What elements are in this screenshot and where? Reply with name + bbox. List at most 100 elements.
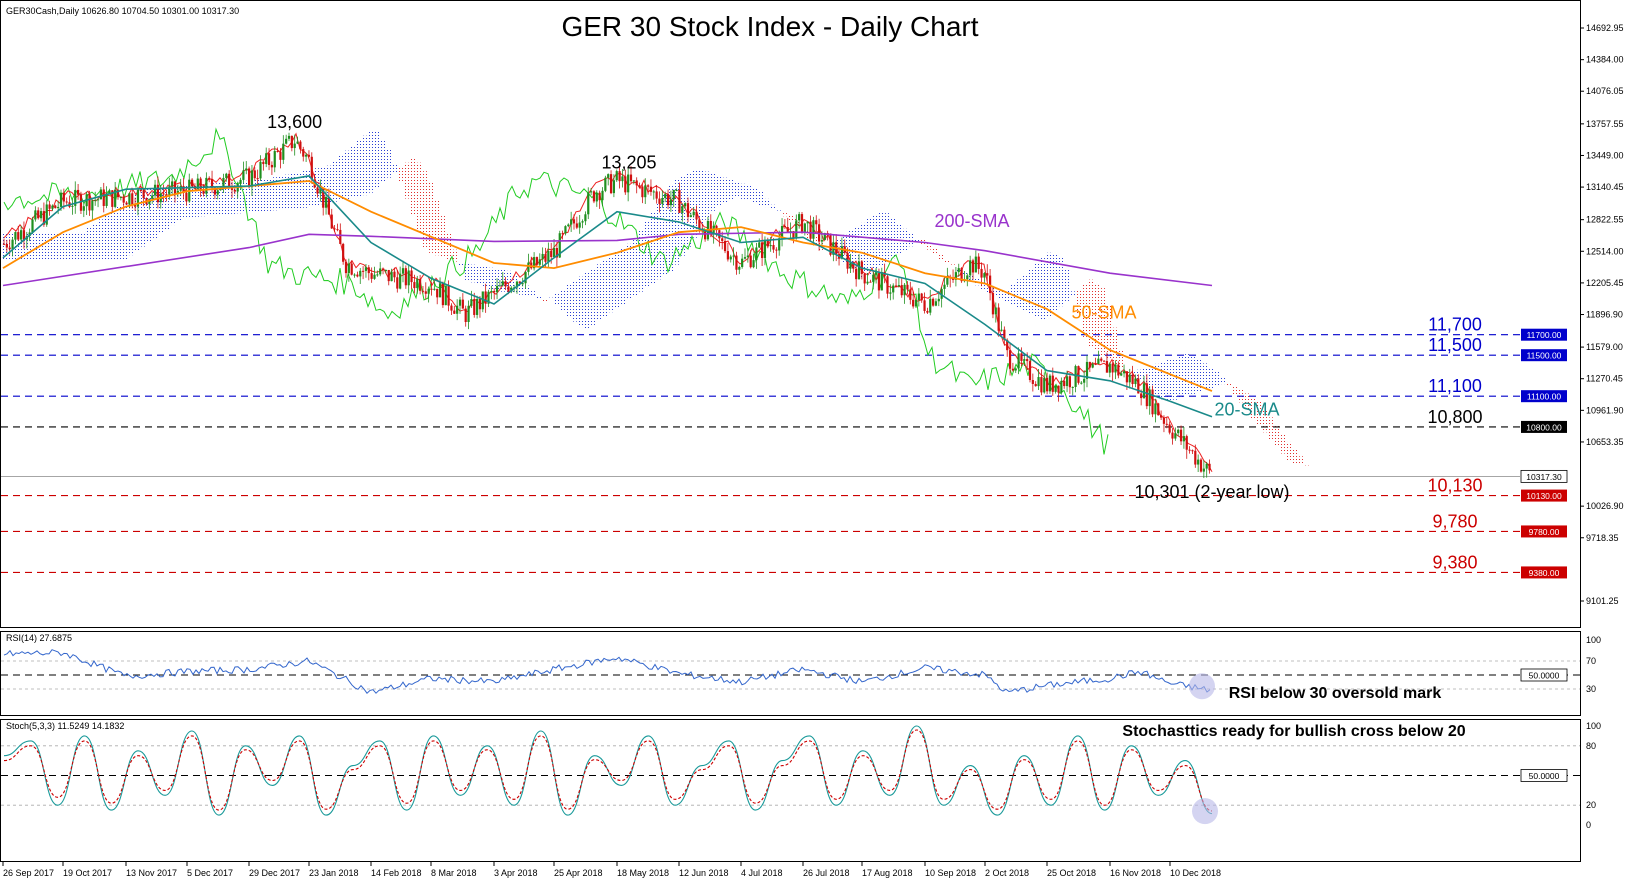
candle-body <box>233 189 236 192</box>
candle-body <box>695 211 698 220</box>
candle-body <box>698 219 701 230</box>
candle-body <box>723 240 727 252</box>
candle-body <box>322 188 325 208</box>
cloud-segment <box>1083 284 1089 337</box>
cloud-segment <box>789 215 795 222</box>
cloud-segment <box>393 164 399 173</box>
candle-body <box>290 135 293 149</box>
cloud-segment <box>1209 367 1215 389</box>
candle-body <box>1137 378 1140 394</box>
candle-body <box>1165 423 1168 425</box>
candle-body <box>1125 371 1128 383</box>
level-label-11100.00: 11,100 <box>1428 376 1482 396</box>
candle-body <box>1051 375 1054 392</box>
cloud-segment <box>567 284 573 317</box>
cloud-segment <box>741 183 747 199</box>
level-label-10800.00: 10,800 <box>1427 407 1482 427</box>
candle-body <box>381 268 385 271</box>
candle-body <box>786 227 789 232</box>
candle-body <box>305 154 308 157</box>
cloud-segment <box>771 204 777 210</box>
cloud-segment <box>627 243 633 300</box>
candle-body <box>763 239 767 258</box>
cloud-segment <box>207 183 213 216</box>
cloud-segment <box>1185 354 1191 396</box>
cloud-segment <box>957 269 963 272</box>
price-tick-label: 12205.45 <box>1586 278 1624 288</box>
cloud-segment <box>267 178 273 211</box>
candle-body <box>986 273 989 276</box>
cloud-segment <box>477 265 483 285</box>
cloud-segment <box>519 280 525 295</box>
candle-body <box>344 261 348 274</box>
cloud-segment <box>39 232 45 261</box>
candle-body <box>302 149 305 157</box>
level-tag-bg-10800.00 <box>1521 420 1567 433</box>
price-annotations: 13,600 13,205 10,301 (2-year low) <box>267 112 1289 502</box>
candle-body <box>1085 361 1089 379</box>
candle-body <box>5 244 8 248</box>
candle-body <box>128 193 131 205</box>
cloud-segment <box>1221 377 1227 385</box>
price-tick-label: 11896.90 <box>1586 310 1623 320</box>
candle-body <box>162 193 165 195</box>
cloud-segment <box>1053 253 1059 312</box>
price-y-axis: 14692.95 14384.00 14076.05 13757.55 13449.00… <box>1580 23 1624 606</box>
rsi-tick-label: 30 <box>1586 684 1596 694</box>
stoch-k-line <box>3 725 1213 816</box>
cloud-segment <box>87 227 93 261</box>
candle-body <box>99 189 102 200</box>
cloud-segment <box>243 180 249 213</box>
candle-body <box>1208 463 1211 471</box>
candle-body <box>250 170 254 188</box>
cloud-segment <box>1281 433 1287 454</box>
candle-body <box>498 285 501 287</box>
candle-body <box>1185 436 1188 450</box>
candle-body <box>91 200 94 211</box>
cloud-segment <box>705 171 711 220</box>
cloud-segment <box>693 169 699 238</box>
cloud-segment <box>1059 257 1065 307</box>
candle-body <box>664 194 667 199</box>
cloud-segment <box>525 285 531 296</box>
rsi-annotation: RSI below 30 oversold mark <box>1229 685 1442 702</box>
cloud-segment <box>315 168 321 206</box>
cloud-segment <box>621 247 627 304</box>
candle-body <box>327 197 330 215</box>
candle-body <box>111 190 114 207</box>
candle-body <box>934 301 938 306</box>
stoch-tick-label: 100 <box>1586 721 1601 731</box>
candle-body <box>983 273 986 278</box>
candle-body <box>1134 378 1137 385</box>
candle-body <box>929 298 932 313</box>
candle-body <box>213 187 216 195</box>
cloud-segment <box>543 298 549 302</box>
candle-body <box>51 205 54 209</box>
candle-body <box>267 153 271 165</box>
candle-body <box>587 192 590 215</box>
cloud-segment <box>1227 382 1233 386</box>
cloud-segment <box>573 280 579 322</box>
candle-body <box>1162 417 1166 424</box>
candle-body <box>299 141 302 150</box>
candle-body <box>889 292 892 294</box>
candle-body <box>741 258 744 267</box>
candle-body <box>1177 429 1180 434</box>
cloud-segment <box>249 180 255 213</box>
price-tick-label: 13757.55 <box>1586 119 1624 129</box>
cloud-segment <box>1197 359 1203 392</box>
cloud-segment <box>111 210 117 261</box>
cloud-segment <box>345 150 351 200</box>
candle-body <box>501 281 504 286</box>
candle-body <box>1011 368 1014 371</box>
candle-body <box>681 206 684 213</box>
level-tag-bg-9780.00 <box>1521 525 1567 538</box>
candle-body <box>330 214 333 229</box>
cloud-segment <box>945 259 951 264</box>
candle-body <box>535 257 539 265</box>
date-tick-label: 4 Jul 2018 <box>741 868 783 878</box>
candle-body <box>570 219 573 225</box>
candle-body <box>410 270 413 283</box>
candle-body <box>447 285 450 306</box>
